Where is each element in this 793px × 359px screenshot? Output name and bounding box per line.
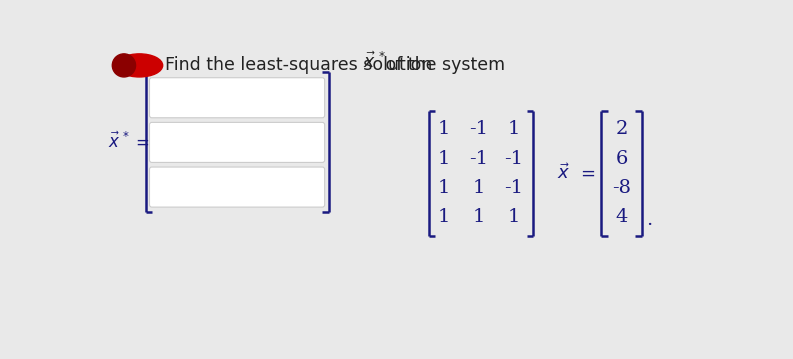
Text: $\vec{x}^{\,*}$: $\vec{x}^{\,*}$ bbox=[109, 132, 131, 153]
Text: 1: 1 bbox=[508, 120, 520, 138]
Text: $\vec{x}$: $\vec{x}$ bbox=[557, 163, 571, 183]
Text: 1: 1 bbox=[438, 208, 450, 226]
Ellipse shape bbox=[113, 54, 136, 77]
Text: .: . bbox=[646, 211, 653, 229]
Text: -1: -1 bbox=[504, 150, 523, 168]
Text: -1: -1 bbox=[469, 150, 488, 168]
Text: 1: 1 bbox=[438, 120, 450, 138]
Text: 1: 1 bbox=[473, 208, 485, 226]
FancyBboxPatch shape bbox=[150, 167, 324, 207]
Text: $=$: $=$ bbox=[132, 134, 149, 151]
Ellipse shape bbox=[117, 54, 163, 77]
FancyBboxPatch shape bbox=[150, 78, 324, 118]
Text: -1: -1 bbox=[504, 179, 523, 197]
Text: $\vec{x}^{\,*}$: $\vec{x}^{\,*}$ bbox=[362, 51, 385, 71]
Text: 2: 2 bbox=[615, 120, 628, 138]
Text: of the system: of the system bbox=[380, 56, 505, 74]
Text: 1: 1 bbox=[438, 150, 450, 168]
Text: -1: -1 bbox=[469, 120, 488, 138]
Text: 6: 6 bbox=[615, 150, 628, 168]
Text: 1: 1 bbox=[438, 179, 450, 197]
Text: $=$: $=$ bbox=[577, 164, 595, 182]
Text: 1: 1 bbox=[508, 208, 520, 226]
Text: 4: 4 bbox=[615, 208, 628, 226]
FancyBboxPatch shape bbox=[150, 122, 324, 162]
Text: Find the least-squares solution: Find the least-squares solution bbox=[165, 56, 438, 74]
Text: -8: -8 bbox=[612, 179, 631, 197]
Text: 1: 1 bbox=[473, 179, 485, 197]
